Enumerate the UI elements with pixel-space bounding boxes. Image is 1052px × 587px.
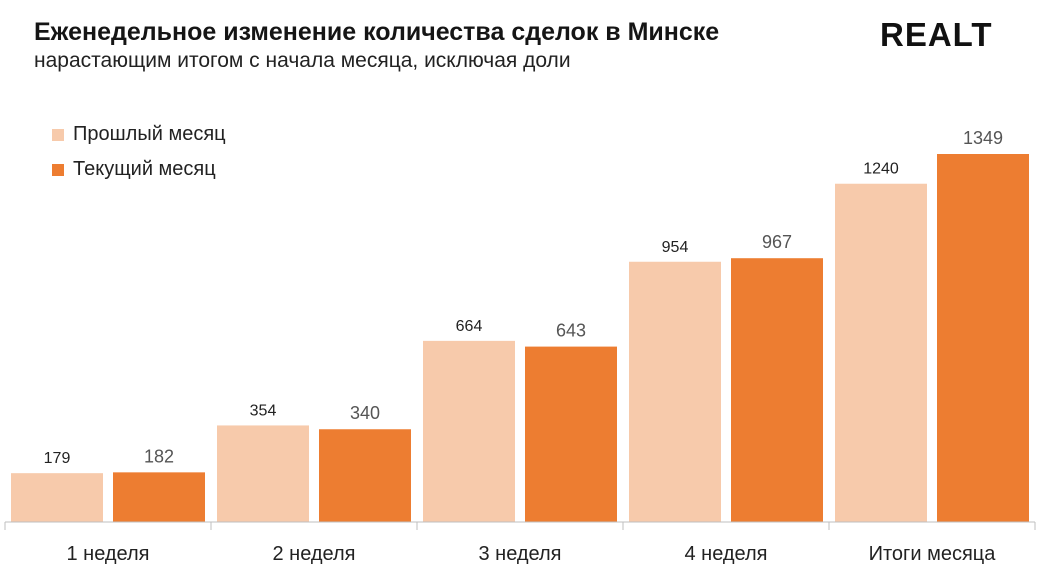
legend-swatch-previous bbox=[52, 128, 64, 141]
chart-title: Еженедельное изменение количества сделок… bbox=[34, 18, 720, 46]
data-label-previous-3: 664 bbox=[456, 318, 483, 335]
data-label-previous-5: 1240 bbox=[863, 161, 899, 178]
legend: Прошлый месяц Текущий месяц bbox=[52, 117, 226, 187]
bar-previous-2 bbox=[217, 425, 309, 522]
bar-previous-1 bbox=[11, 473, 103, 522]
bar-current-5 bbox=[937, 154, 1029, 522]
data-label-current-1: 182 bbox=[144, 446, 174, 466]
data-label-previous-2: 354 bbox=[250, 402, 277, 419]
bar-current-3 bbox=[525, 346, 617, 522]
x-tick-label-3: 3 неделя bbox=[478, 543, 561, 565]
bar-current-1 bbox=[113, 472, 205, 522]
chart-subtitle: нарастающим итогом с начала месяца, искл… bbox=[34, 49, 571, 72]
data-label-current-5: 1349 bbox=[963, 128, 1003, 148]
x-tick-label-5: Итоги месяца bbox=[869, 543, 997, 565]
data-label-current-2: 340 bbox=[350, 403, 380, 423]
x-tick-label-2: 2 неделя bbox=[272, 543, 355, 565]
data-label-previous-1: 179 bbox=[44, 450, 71, 467]
bar-current-2 bbox=[319, 429, 411, 522]
x-tick-label-1: 1 неделя bbox=[66, 543, 149, 565]
legend-swatch-current bbox=[52, 163, 64, 176]
x-tick-label-4: 4 неделя bbox=[684, 543, 767, 565]
data-label-current-4: 967 bbox=[762, 232, 792, 252]
bar-previous-4 bbox=[629, 261, 721, 522]
legend-item-current: Текущий месяц bbox=[52, 152, 226, 187]
data-label-current-3: 643 bbox=[556, 321, 586, 341]
legend-label-previous: Прошлый месяц bbox=[73, 123, 226, 145]
bar-previous-5 bbox=[835, 183, 927, 522]
data-label-previous-4: 954 bbox=[662, 239, 689, 256]
realt-logo: REALT bbox=[880, 16, 993, 53]
legend-item-previous: Прошлый месяц bbox=[52, 117, 226, 152]
legend-label-current: Текущий месяц bbox=[73, 158, 216, 180]
bar-previous-3 bbox=[423, 340, 515, 522]
bar-current-4 bbox=[731, 258, 823, 522]
